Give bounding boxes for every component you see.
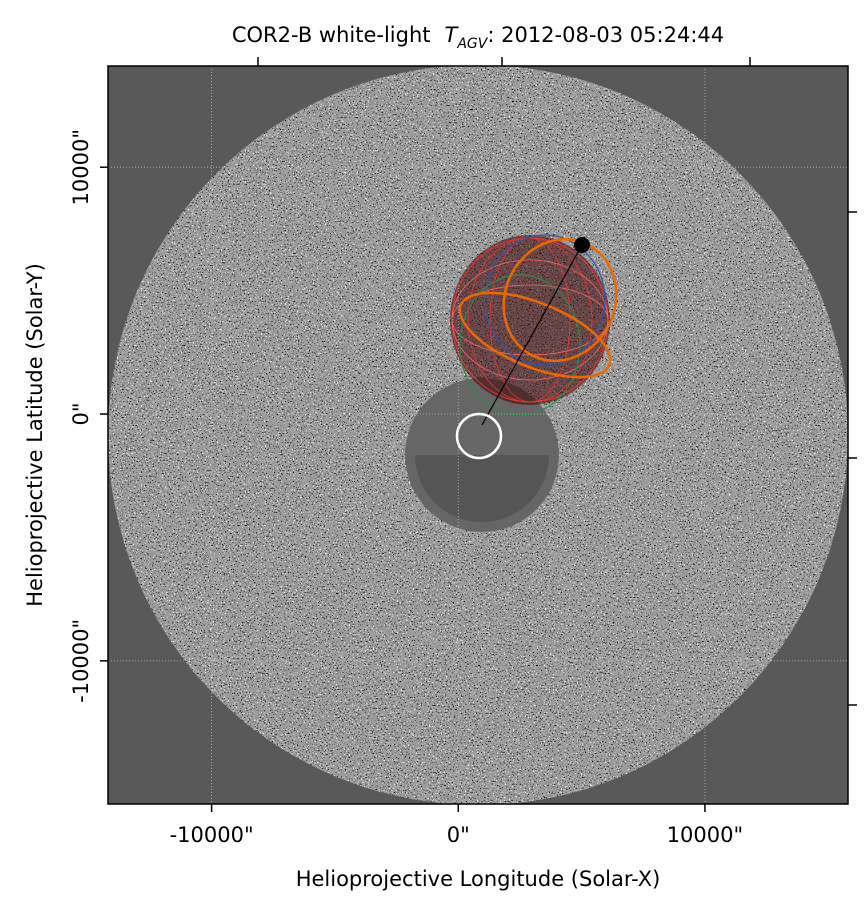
cme-model	[450, 234, 618, 426]
y-tick-label: 10000"	[69, 129, 93, 205]
title-time: : 2012-08-03 05:24:44	[487, 23, 724, 47]
title-subscript: AGV	[456, 36, 488, 52]
x-axis-label: Helioprojective Longitude (Solar-X)	[296, 867, 661, 891]
x-tick-label: 10000"	[667, 823, 743, 847]
plot-frame	[107, 65, 849, 805]
secondary-ticks	[257, 57, 857, 706]
y-tick-label: 0"	[69, 403, 93, 426]
x-tick-label: -10000"	[170, 823, 254, 847]
y-axis-label: Helioprojective Latitude (Solar-Y)	[23, 263, 47, 607]
title-instrument: COR2-B white-light	[232, 23, 431, 47]
chart-title: COR2-B white-light TAGV: 2012-08-03 05:24…	[232, 23, 724, 52]
image	[108, 66, 848, 804]
sun-limb	[455, 412, 503, 460]
title-symbol: T	[445, 23, 460, 47]
y-tick-label: -10000"	[69, 619, 93, 703]
x-tick-label: 0"	[447, 823, 470, 847]
